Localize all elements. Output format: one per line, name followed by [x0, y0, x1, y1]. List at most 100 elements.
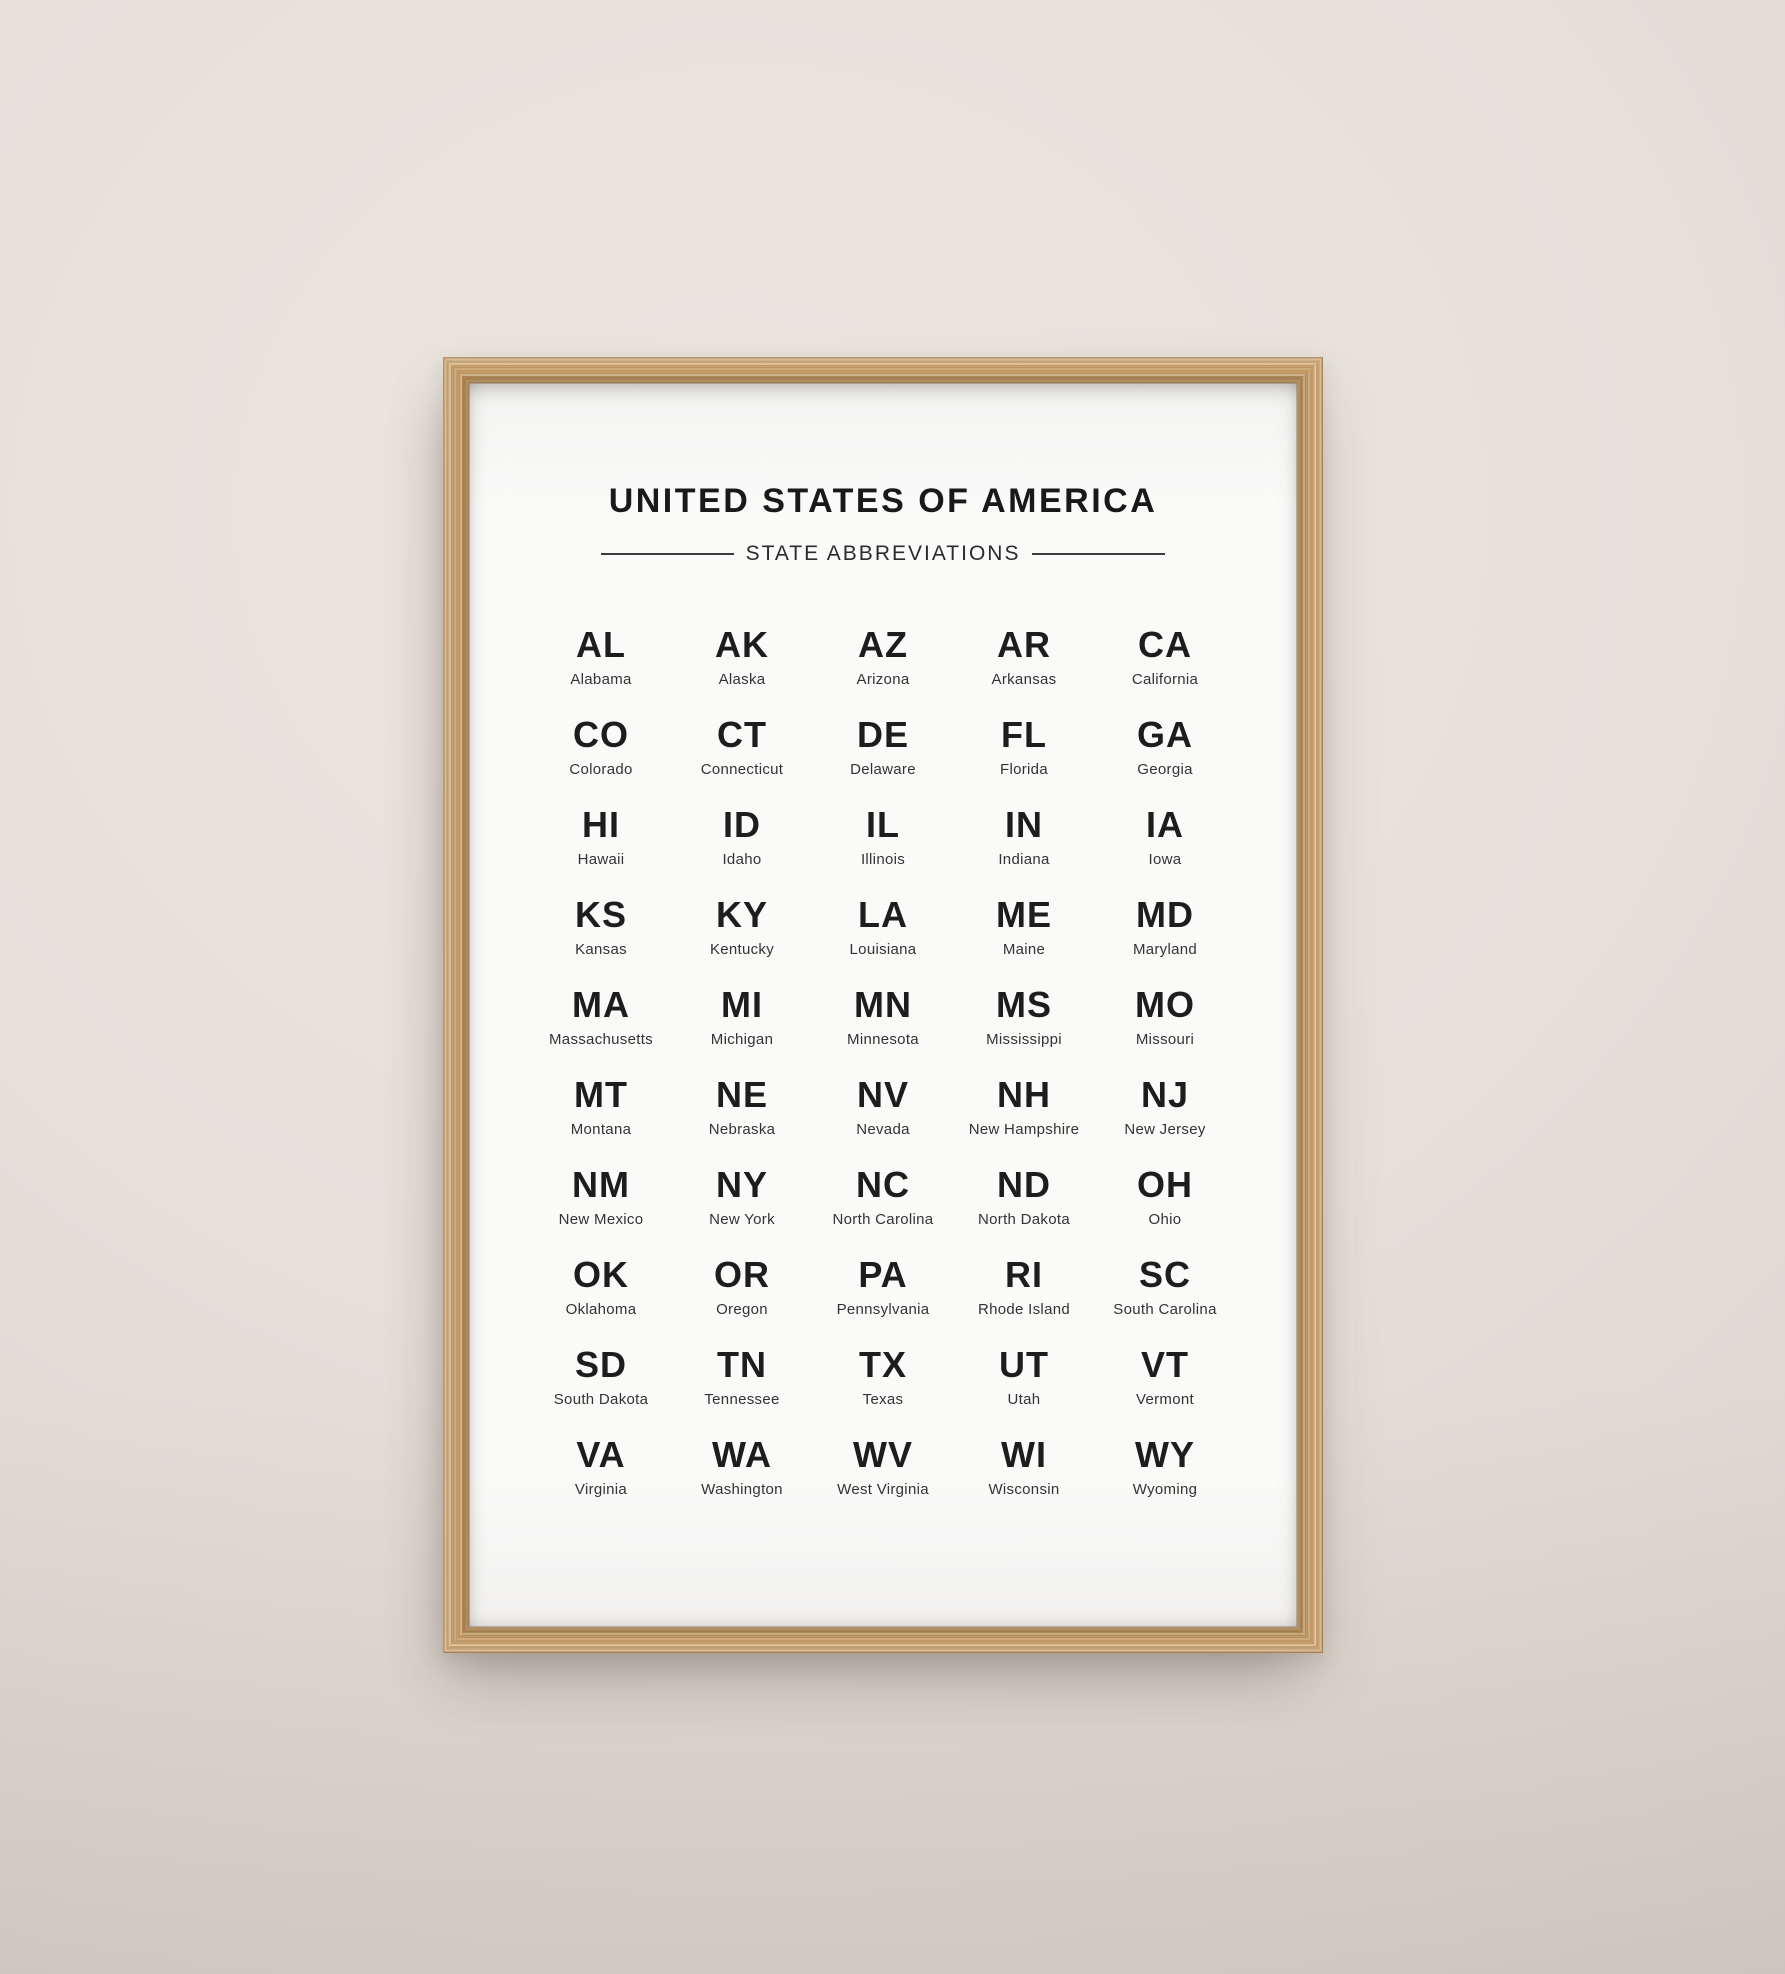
state-cell: KS Kansas	[531, 894, 672, 961]
state-abbr: NC	[856, 1164, 910, 1205]
state-name: Colorado	[569, 761, 633, 778]
state-cell: PA Pennsylvania	[813, 1254, 954, 1321]
state-name: Georgia	[1137, 761, 1193, 778]
state-cell: MA Massachusetts	[531, 984, 672, 1051]
state-name: Hawaii	[577, 851, 625, 868]
state-cell: IA Iowa	[1095, 804, 1236, 871]
state-abbr: MD	[1136, 894, 1194, 935]
state-abbr: DE	[856, 714, 909, 755]
state-abbr: NE	[715, 1074, 768, 1115]
state-name: New York	[709, 1211, 775, 1228]
state-abbr: CA	[1138, 624, 1192, 665]
state-abbr: AZ	[858, 624, 908, 665]
state-name: Tennessee	[704, 1391, 780, 1408]
state-cell: IL Illinois	[813, 804, 954, 871]
frame-bar-left	[443, 357, 469, 1653]
state-cell: HI Hawaii	[531, 804, 672, 871]
state-abbr: MA	[572, 984, 630, 1025]
state-abbr: GA	[1137, 714, 1193, 755]
state-name: North Carolina	[832, 1211, 934, 1228]
state-abbr: NM	[572, 1164, 630, 1205]
state-cell: CO Colorado	[531, 714, 672, 781]
state-abbr: MO	[1135, 984, 1195, 1025]
state-cell: WY Wyoming	[1095, 1434, 1236, 1501]
state-cell: MD Maryland	[1095, 894, 1236, 961]
state-abbr: IL	[866, 804, 900, 845]
state-name: Alabama	[570, 671, 632, 688]
state-cell: AK Alaska	[672, 624, 813, 691]
subtitle-divider-left	[601, 553, 734, 555]
state-cell: NJ New Jersey	[1095, 1074, 1236, 1141]
state-cell: LA Louisiana	[813, 894, 954, 961]
state-cell: NV Nevada	[813, 1074, 954, 1141]
state-cell: AR Arkansas	[954, 624, 1095, 691]
state-name: Maine	[1002, 941, 1046, 958]
state-name: Idaho	[722, 851, 762, 868]
state-cell: OK Oklahoma	[531, 1254, 672, 1321]
state-abbr: OR	[714, 1254, 770, 1295]
state-name: Delaware	[850, 761, 916, 778]
state-name: Minnesota	[847, 1031, 919, 1048]
state-cell: IN Indiana	[954, 804, 1095, 871]
state-name: Wyoming	[1132, 1481, 1198, 1498]
state-name: Pennsylvania	[836, 1301, 930, 1318]
state-cell: ND North Dakota	[954, 1164, 1095, 1231]
state-name: Illinois	[860, 851, 906, 868]
state-abbr: NY	[715, 1164, 768, 1205]
state-name: California	[1131, 671, 1199, 688]
state-name: Maryland	[1132, 941, 1198, 958]
state-abbr: LA	[858, 894, 908, 935]
state-cell: TN Tennessee	[672, 1344, 813, 1411]
frame-bar-top	[443, 357, 1323, 383]
state-cell: SD South Dakota	[531, 1344, 672, 1411]
state-abbr: CT	[717, 714, 767, 755]
state-name: Utah	[1007, 1391, 1041, 1408]
state-name: Florida	[1000, 761, 1048, 778]
state-name: Massachusetts	[549, 1031, 653, 1048]
state-cell: GA Georgia	[1095, 714, 1236, 781]
state-abbr: RI	[1005, 1254, 1043, 1295]
state-cell: OR Oregon	[672, 1254, 813, 1321]
state-abbr: MN	[854, 984, 912, 1025]
state-abbr: WA	[712, 1434, 772, 1475]
state-abbr: AR	[997, 624, 1051, 665]
state-name: New Hampshire	[968, 1121, 1080, 1138]
poster-subtitle-row: STATE ABBREVIATIONS	[601, 541, 1166, 567]
state-abbr: NJ	[1140, 1074, 1190, 1115]
state-name: Texas	[862, 1391, 904, 1408]
state-abbr: FL	[1001, 714, 1047, 755]
state-name: Louisiana	[849, 941, 917, 958]
state-abbr: AK	[715, 624, 769, 665]
state-abbr: NH	[997, 1074, 1051, 1115]
state-abbr: AL	[576, 624, 626, 665]
poster-paper: UNITED STATES OF AMERICA STATE ABBREVIAT…	[469, 383, 1297, 1627]
state-name: Wisconsin	[988, 1481, 1060, 1498]
state-name: Oregon	[716, 1301, 768, 1318]
state-name: Kansas	[575, 941, 627, 958]
state-name: Michigan	[710, 1031, 774, 1048]
state-abbr: IN	[1005, 804, 1043, 845]
state-name: Nevada	[856, 1121, 910, 1138]
state-abbr: NV	[856, 1074, 909, 1115]
state-name: Connecticut	[700, 761, 784, 778]
state-cell: DE Delaware	[813, 714, 954, 781]
state-name: Arkansas	[991, 671, 1057, 688]
state-abbr: ID	[723, 804, 761, 845]
state-cell: VT Vermont	[1095, 1344, 1236, 1411]
state-abbr: KS	[574, 894, 627, 935]
state-cell: FL Florida	[954, 714, 1095, 781]
state-cell: SC South Carolina	[1095, 1254, 1236, 1321]
state-name: Rhode Island	[978, 1301, 1070, 1318]
frame-bar-right	[1297, 357, 1323, 1653]
state-abbr: UT	[999, 1344, 1049, 1385]
state-abbr: PA	[858, 1254, 908, 1295]
state-abbr: ND	[997, 1164, 1051, 1205]
state-name: South Carolina	[1113, 1301, 1217, 1318]
state-name: Montana	[570, 1121, 632, 1138]
state-cell: MN Minnesota	[813, 984, 954, 1051]
state-cell: AL Alabama	[531, 624, 672, 691]
state-cell: TX Texas	[813, 1344, 954, 1411]
state-abbr: VA	[576, 1434, 626, 1475]
poster-title: UNITED STATES OF AMERICA	[608, 482, 1158, 520]
state-cell: NE Nebraska	[672, 1074, 813, 1141]
